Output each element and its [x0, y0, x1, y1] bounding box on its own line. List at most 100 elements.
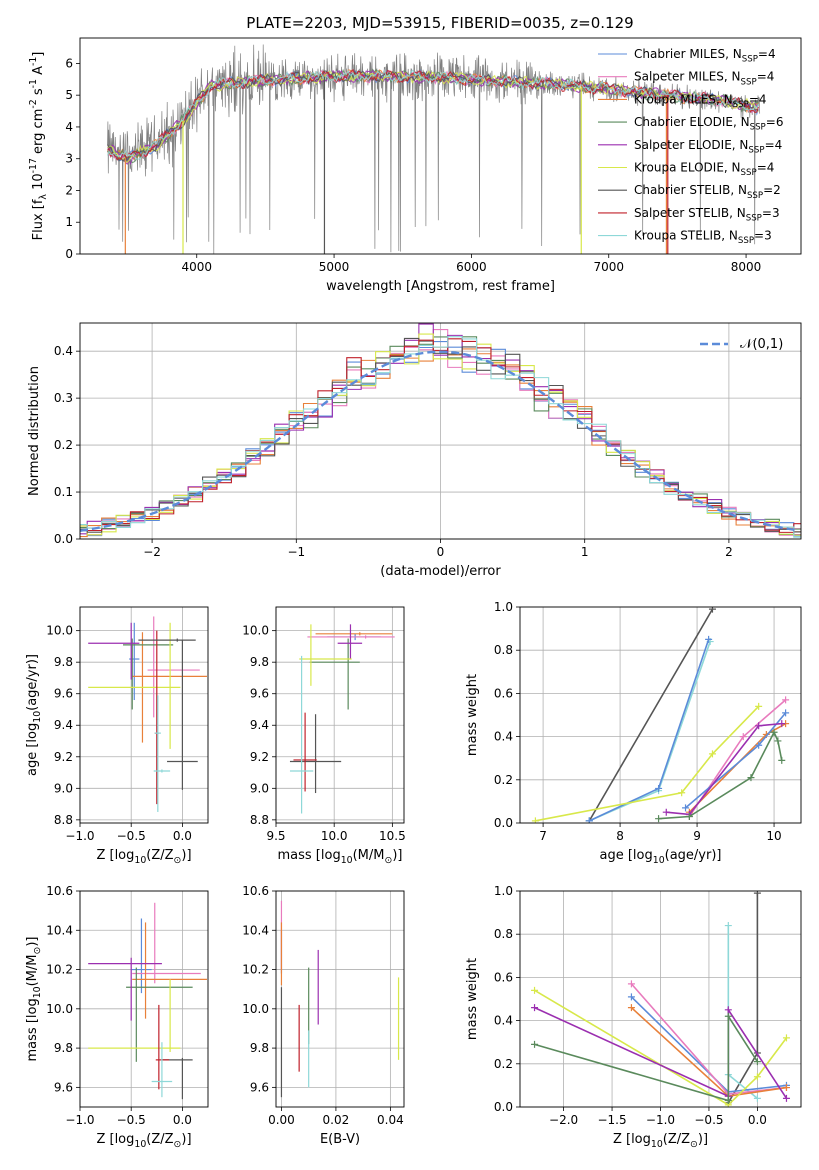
- weight-line: [588, 641, 711, 822]
- legend-label: Salpeter STELIB, NSSP=3: [634, 206, 780, 224]
- weight_vs_Z-panel: −2.0 −1.5 −1.0 −0.5 0.0 0.0 0.2 0.4 0.6 0.8 1.0 Z […: [465, 884, 802, 1150]
- weight-point: [782, 1094, 790, 1102]
- label-fragment: SSP: [748, 145, 764, 155]
- label-fragment: ]: [31, 52, 46, 57]
- y-tick-label: 10.0: [242, 1002, 269, 1016]
- y-tick-label: 9.4: [250, 718, 269, 732]
- label-fragment: mass weight: [465, 674, 480, 756]
- x-tick-label: 5000: [319, 260, 350, 274]
- weight-point: [682, 804, 690, 812]
- age_vs_mass-panel: 9.5 10.0 10.5 8.8 9.0 9.2 9.4 9.6 9.8 10.0 mass [l…: [242, 606, 406, 866]
- label-fragment: mass [log: [278, 848, 341, 863]
- label-fragment: 10: [134, 1139, 146, 1150]
- y-tick-label: 0.2: [494, 773, 513, 787]
- x-tick-label: −2.0: [549, 1113, 578, 1127]
- legend-label: Kroupa MILES, NSSP=4: [634, 92, 767, 110]
- label-fragment: SSP: [738, 236, 754, 246]
- y-tick-label: 0.0: [494, 816, 513, 830]
- y-axis-label: mass weight: [465, 958, 480, 1040]
- age_vs_Z-marks: [88, 616, 207, 812]
- label-fragment: (M/M: [25, 955, 40, 987]
- weight-point: [724, 922, 732, 930]
- y-axis-label: mass weight: [465, 674, 480, 756]
- y-tick-label: 2: [65, 183, 73, 197]
- x-tick-label: 0.0: [173, 829, 192, 843]
- label-fragment: ⊙: [174, 1139, 182, 1150]
- weight-line: [658, 730, 783, 820]
- label-fragment: A: [31, 66, 46, 79]
- label-fragment: Kroupa MILES, N: [634, 92, 733, 106]
- weight-point: [655, 784, 663, 792]
- label-fragment: SSP: [741, 77, 757, 87]
- legend-label: Kroupa STELIB, NSSP=3: [634, 229, 772, 247]
- label-fragment: ⊙: [690, 1139, 698, 1150]
- label-fragment: mass weight: [465, 958, 480, 1040]
- y-tick-label: 3: [65, 152, 73, 166]
- label-fragment: )]: [181, 1132, 191, 1147]
- figure-title: PLATE=2203, MJD=53915, FIBERID=0035, z=0…: [246, 14, 633, 32]
- label-fragment: -1: [28, 57, 39, 66]
- legend-label: 𝒩(0,1): [740, 337, 783, 352]
- label-fragment: Z [log: [613, 1132, 651, 1147]
- weight-point: [531, 986, 539, 994]
- y-tick-label: 0.6: [494, 970, 513, 984]
- mass_vs_Z-panel: −1.0 −0.5 0.09.69.810.010.210.410.6Z [log1…: [25, 884, 209, 1150]
- label-fragment: ⊙: [174, 855, 182, 866]
- y-tick-label: 10.0: [242, 624, 269, 638]
- x-tick-label: 7000: [593, 260, 624, 274]
- weight-point: [753, 1058, 761, 1066]
- y-tick-label: 6: [65, 56, 73, 70]
- legend-label: Salpeter MILES, NSSP=4: [634, 70, 774, 88]
- y-tick-label: 9.4: [54, 718, 73, 732]
- y-tick-label: 9.2: [250, 750, 269, 764]
- label-fragment: Kroupa ELODIE, N: [634, 161, 741, 175]
- label-fragment: =4: [757, 70, 775, 84]
- label-fragment: =4: [765, 138, 783, 152]
- weight-line: [727, 925, 758, 1099]
- label-fragment: (M/M: [353, 848, 385, 863]
- spectrum-marks: [106, 44, 761, 254]
- label-fragment: SSP: [742, 55, 758, 65]
- weight-point: [705, 635, 713, 643]
- x-tick-label: 0.00: [268, 1113, 295, 1127]
- legend-label: Salpeter ELODIE, NSSP=4: [634, 138, 782, 156]
- label-fragment: -2: [28, 99, 39, 108]
- x-axis-label: Z [log10(Z/Z⊙)]: [96, 1132, 191, 1150]
- weight-point: [627, 1004, 635, 1012]
- x-axis-label: Z [log10(Z/Z⊙)]: [96, 848, 191, 866]
- spectrum-legend: Chabrier MILES, NSSP=4 Salpeter MILES, NS…: [598, 47, 783, 246]
- y-tick-label: 9.0: [54, 781, 73, 795]
- label-fragment: =3: [762, 206, 780, 220]
- label-fragment: E(B-V): [320, 1132, 360, 1147]
- weight-point: [708, 607, 716, 613]
- mass_vs_ebv-marks: [280, 900, 400, 1098]
- label-fragment: (age/yr)]: [665, 848, 722, 863]
- weight-point: [678, 789, 686, 797]
- weight-point: [755, 741, 763, 749]
- label-fragment: SSP: [750, 123, 766, 133]
- x-tick-label: 0: [437, 545, 445, 559]
- axes-frame: [79, 37, 802, 255]
- residuals-panel: −2 −1 0 1 2 0.0 0.1 0.2 0.3 0.4 (data-model)/error…: [27, 322, 802, 579]
- weight-point: [739, 733, 747, 741]
- x-tick-label: 4000: [181, 260, 212, 274]
- x-tick-label: 0.04: [377, 1113, 404, 1127]
- label-fragment: )]: [392, 848, 402, 863]
- x-tick-label: −0.5: [694, 1113, 723, 1127]
- label-fragment: SSP: [747, 191, 763, 201]
- mass_vs_Z-marks: [88, 902, 207, 1100]
- y-tick-label: 9.8: [250, 655, 269, 669]
- y-tick-label: 10.6: [242, 884, 269, 898]
- weight_vs_age-marks: [531, 607, 790, 823]
- legend-label: Chabrier MILES, NSSP=4: [634, 47, 776, 65]
- weight-line: [688, 699, 787, 817]
- label-fragment: s: [31, 88, 46, 99]
- x-tick-label: 10: [766, 829, 781, 843]
- axes-frame: [519, 606, 802, 824]
- weight-point: [685, 813, 693, 821]
- label-fragment: Z [log: [96, 1132, 134, 1147]
- label-fragment: (Z/Z: [146, 1132, 173, 1147]
- weight-point: [655, 815, 663, 823]
- weight-line: [588, 639, 710, 822]
- x-axis-label: Z [log10(Z/Z⊙)]: [613, 1132, 708, 1150]
